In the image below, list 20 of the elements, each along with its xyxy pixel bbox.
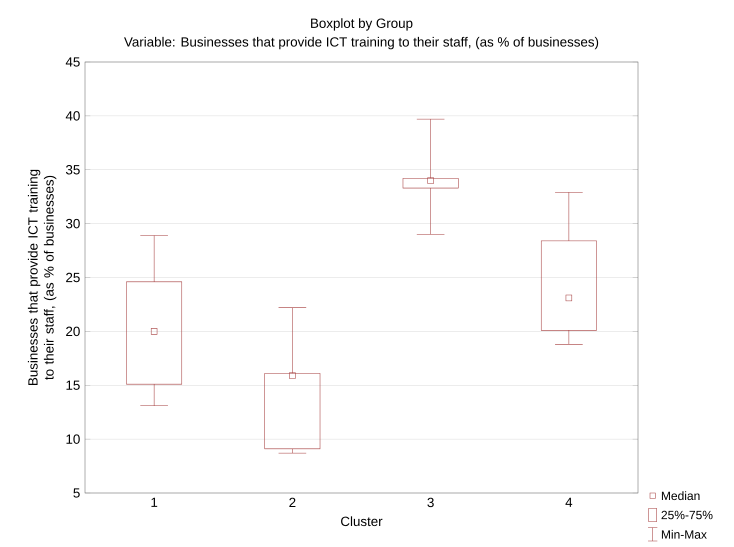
x-tick-label: 3 xyxy=(427,498,434,508)
chart-title: Boxplot by Group xyxy=(311,18,412,31)
x-axis-title: Cluster xyxy=(341,516,382,526)
y-tick-label: 30 xyxy=(66,218,80,228)
chart-subtitle: Variable: Businesses that provide ICT training to their staff, (as % of businesses) xyxy=(124,36,598,50)
y-tick-label: 40 xyxy=(66,111,80,121)
x-tick-label: 4 xyxy=(565,498,572,507)
text: 25%-75% xyxy=(662,510,713,520)
y-axis-title: Businesses that provide ICT training to their staff, (as % of businesses) xyxy=(28,170,56,385)
y-tick-label: 45 xyxy=(66,57,80,67)
text: Min-Max xyxy=(662,530,707,539)
y-tick-label: 5 xyxy=(73,488,80,498)
y-tick-label: 20 xyxy=(66,326,80,336)
text: Median xyxy=(662,491,700,500)
y-tick-label: 35 xyxy=(66,165,80,174)
y-tick-label: 10 xyxy=(66,434,80,444)
y-tick-label: 25 xyxy=(66,272,80,282)
x-tick-label: 1 xyxy=(151,498,158,507)
x-tick-label: 2 xyxy=(289,498,296,508)
y-tick-label: 15 xyxy=(66,380,80,390)
